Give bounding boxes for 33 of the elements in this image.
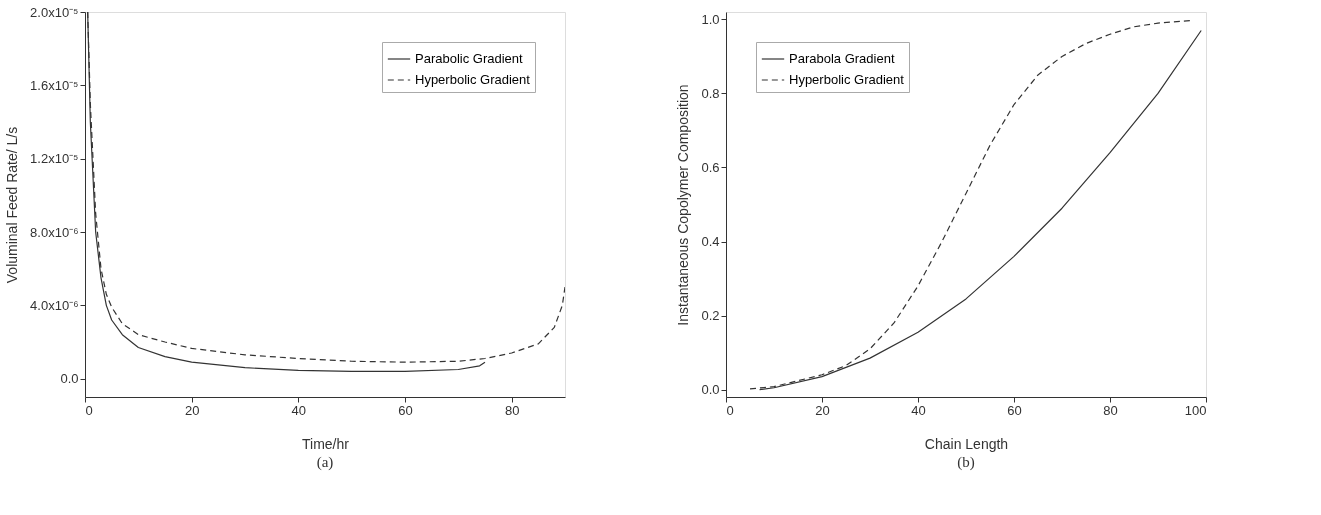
y-tick-label: 1.0: [701, 11, 720, 27]
y-axis-title: Voluminal Feed Rate/ L/s: [4, 126, 21, 284]
text: (b): [957, 454, 975, 471]
y-tick-label: 8.0x10⁻⁶: [30, 224, 79, 240]
legend-label: Parabola Gradient: [789, 51, 895, 66]
x-tick-label: 20: [815, 402, 830, 418]
y-tick-label: 0.4: [701, 234, 720, 250]
x-tick-label: 60: [1007, 402, 1022, 418]
x-tick-label: 80: [1103, 402, 1118, 418]
x-axis-title: Chain Length: [924, 435, 1009, 452]
y-tick-label: 1.6x10⁻⁵: [30, 77, 79, 93]
y-tick-label: 0.0: [60, 371, 79, 387]
legend-label: Hyperbolic Gradient: [789, 72, 905, 87]
x-tick-label: 40: [911, 402, 926, 418]
x-tick-label: 0: [85, 402, 93, 418]
x-tick-label: 80: [504, 402, 520, 418]
legend-label: Hyperbolic Gradient: [415, 72, 531, 87]
text: (a): [316, 454, 334, 471]
x-tick-label: 40: [291, 402, 307, 418]
y-tick-label: 0.6: [701, 159, 720, 175]
y-axis-title: Instantaneous Copolymer Composition: [675, 84, 692, 326]
x-axis-title: Time/hr: [302, 435, 350, 452]
y-tick-label: 1.2x10⁻⁵: [30, 151, 79, 167]
y-tick-label: 4.0x10⁻⁶: [30, 297, 79, 313]
legend-label: Parabolic Gradient: [415, 51, 524, 66]
x-tick-label: 100: [1184, 402, 1207, 418]
x-tick-label: 20: [184, 402, 200, 418]
y-tick-label: 2.0x10⁻⁵: [30, 4, 79, 20]
y-tick-label: 0.8: [701, 85, 720, 101]
y-tick-label: 0.2: [701, 308, 720, 324]
y-tick-label: 0.0: [701, 382, 720, 398]
x-tick-label: 0: [726, 402, 734, 418]
x-tick-label: 60: [398, 402, 413, 418]
